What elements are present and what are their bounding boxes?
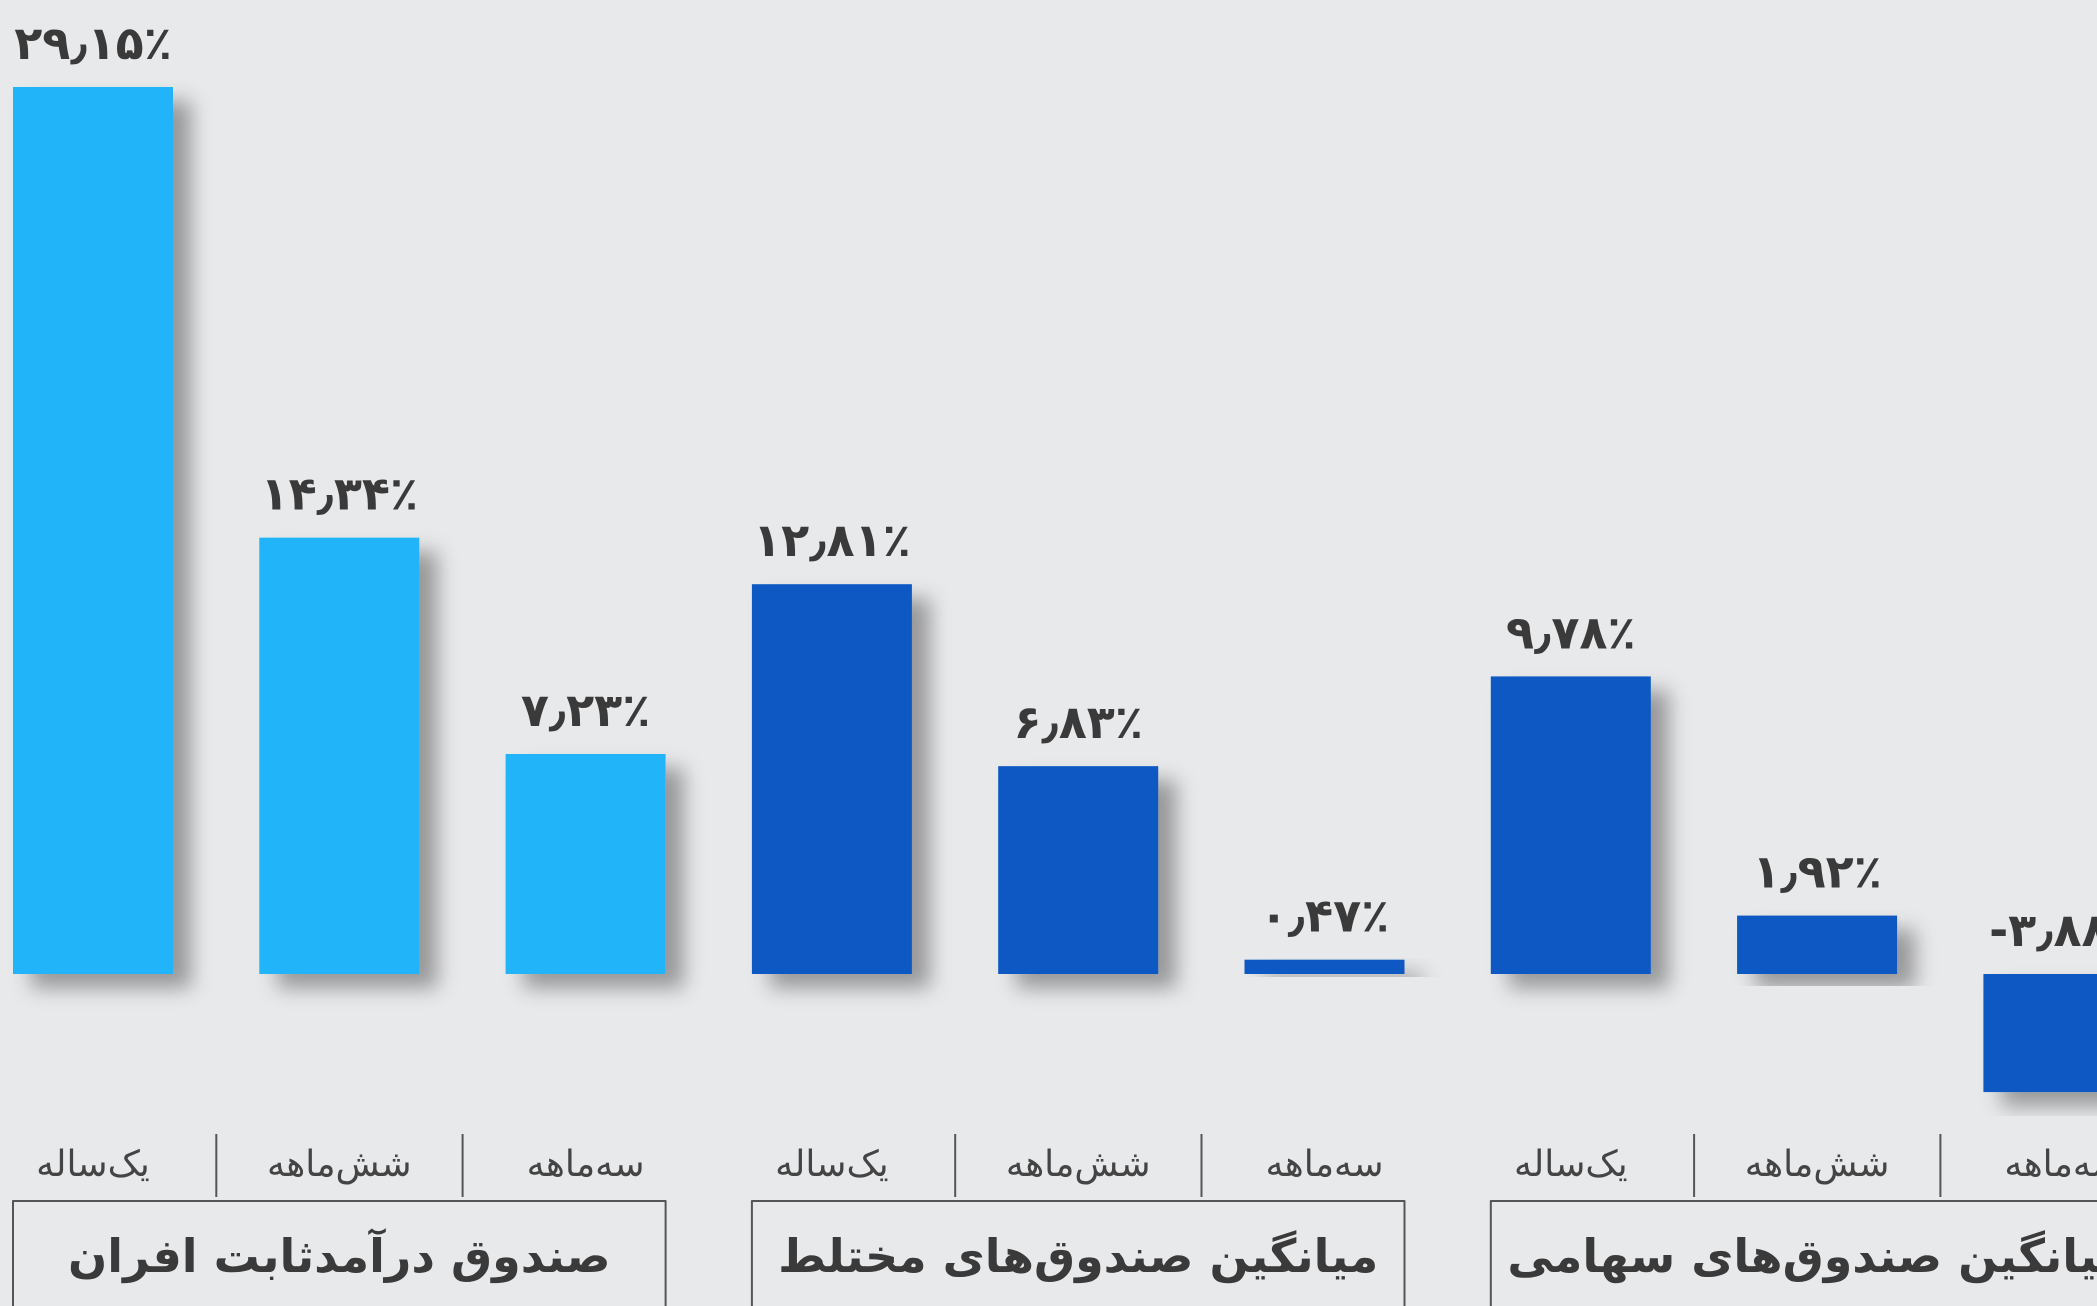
value-label: ۹٫۷۸٪ xyxy=(1506,605,1636,659)
category-label: سه‌ماهه xyxy=(2004,1144,2097,1185)
category-label: سه‌ماهه xyxy=(527,1144,645,1185)
bar xyxy=(505,753,666,974)
group-box xyxy=(750,1200,1406,1306)
value-label: ۱٫۹۲٪ xyxy=(1752,845,1882,899)
bar xyxy=(1244,959,1405,974)
bar xyxy=(259,537,420,974)
group-label: میانگین صندوق‌های مختلط xyxy=(778,1229,1378,1283)
bar xyxy=(1983,974,2097,1093)
value-label: ۶٫۸۳٪ xyxy=(1013,695,1143,749)
category-label: شش‌ماهه xyxy=(1006,1144,1151,1185)
bar xyxy=(998,766,1159,974)
category-label: شش‌ماهه xyxy=(267,1144,412,1185)
bar xyxy=(1737,915,1898,974)
value-label: -۳٫۸۸٪ xyxy=(1989,903,2097,957)
bar xyxy=(1490,676,1651,974)
value-label: ۲۹٫۱۵٪ xyxy=(14,16,172,70)
category-label: شش‌ماهه xyxy=(1745,1144,1890,1185)
group-label: میانگین صندوق‌های سهامی xyxy=(1507,1229,2097,1283)
category-label: یک‌ساله xyxy=(775,1144,889,1185)
value-label: ۰٫۴۷٪ xyxy=(1260,889,1390,943)
group-label: صندوق درآمدثابت افران xyxy=(68,1228,611,1283)
value-label: ۷٫۲۳٪ xyxy=(521,683,651,737)
value-label: ۱۲٫۸۱٪ xyxy=(753,513,911,567)
group-box xyxy=(1489,1200,2097,1306)
category-label: یک‌ساله xyxy=(1514,1144,1628,1185)
bar xyxy=(751,584,912,974)
value-label: ۱۴٫۳۴٪ xyxy=(261,467,419,521)
category-label: سه‌ماهه xyxy=(1265,1144,1383,1185)
group-box xyxy=(12,1200,667,1306)
bar xyxy=(13,87,173,974)
category-label: یک‌ساله xyxy=(36,1144,150,1185)
